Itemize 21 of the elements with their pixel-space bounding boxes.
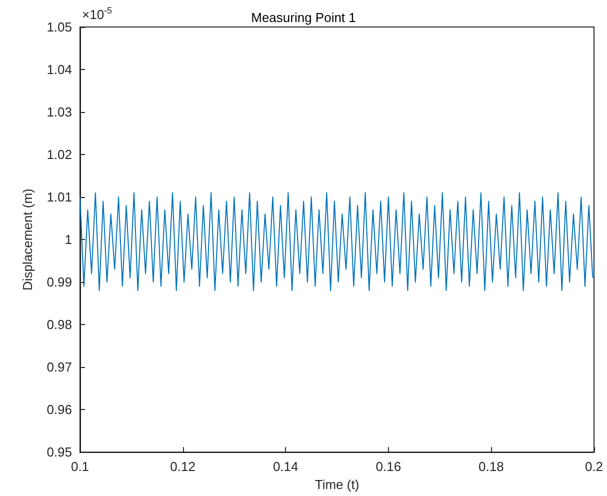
x-tick-label: 0.16 [376, 459, 402, 474]
y-tick-label: 0.96 [46, 402, 72, 418]
line-series [80, 192, 594, 292]
y-tick-label: 0.97 [46, 360, 72, 375]
x-axis-title: Time (t) [314, 477, 360, 492]
y-tick-label: 0.99 [46, 274, 72, 290]
y-tick-label: 1 [64, 232, 72, 248]
y-tick-label: 0.95 [46, 444, 72, 460]
y-tick-label: 1.03 [46, 104, 72, 120]
chart-title: Measuring Point 1 [251, 10, 356, 25]
y-tick-label: 1.01 [46, 190, 72, 205]
y-tick-label: 0.98 [46, 317, 72, 332]
x-tick-label: 0.2 [584, 459, 604, 474]
x-tick-label: 0.1 [70, 459, 90, 474]
y-tick-label: 1.02 [46, 147, 72, 162]
x-tick-label: 0.14 [272, 459, 298, 474]
y-tick-label: 1.05 [46, 20, 72, 34]
x-tick-label: 0.12 [170, 459, 196, 474]
y-axis-title: Displacement (m) [20, 188, 35, 290]
x-tick-label: 0.18 [478, 459, 504, 474]
y-tick-label: 1.04 [46, 62, 72, 78]
